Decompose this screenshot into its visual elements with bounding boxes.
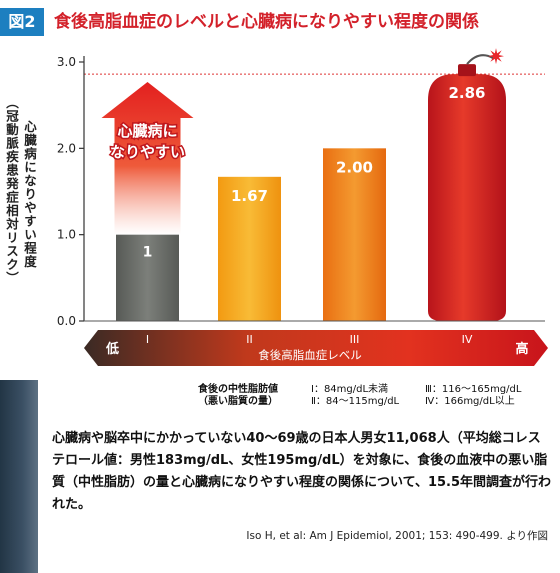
bar-value-label: 1 xyxy=(143,245,153,261)
figure-header: 図2 食後高脂血症のレベルと心臓病になりやすい程度の関係 xyxy=(0,0,560,44)
x-axis-label: 食後高脂血症レベル xyxy=(258,348,362,362)
citation: Iso H, et al: Am J Epidemiol, 2001; 153:… xyxy=(246,530,548,542)
x-low-label: 低 xyxy=(105,341,119,357)
arrow-label: なりやすい xyxy=(110,143,185,161)
x-tick-label: IV xyxy=(462,333,473,346)
legend-item-1: Ⅰ：84mg/dL未満 xyxy=(311,384,389,395)
bomb-spark xyxy=(488,48,504,65)
y-axis-sublabel: （冠動脈疾患発症相対リスク） xyxy=(4,96,19,285)
decorative-side-panel xyxy=(0,380,38,573)
bar-I xyxy=(116,234,179,321)
bomb-fuse xyxy=(466,54,494,65)
bomb-cap xyxy=(458,64,476,77)
risk-arrow xyxy=(101,82,194,235)
study-description: 心臓病や脳卒中にかかっていない40～69歳の日本人男女11,068人（平均総コレ… xyxy=(52,431,552,512)
x-tick-label: I xyxy=(146,333,149,346)
y-axis-label: 心臓病になりやすい程度 xyxy=(22,120,37,269)
legend-name-1: 食後の中性脂肪値 xyxy=(198,384,278,395)
figure-number-badge: 図2 xyxy=(0,8,44,36)
legend-item-3: Ⅲ：116～165mg/dL xyxy=(425,384,522,395)
bar-value-label: 1.67 xyxy=(231,187,268,205)
legend-name-2: （悪い脂質の量） xyxy=(198,396,278,407)
y-tick-label: 2.0 xyxy=(57,141,76,155)
x-axis-band xyxy=(84,330,548,366)
y-tick-label: 0.0 xyxy=(57,314,76,328)
legend-item-4: Ⅳ：166mg/dL以上 xyxy=(425,396,515,407)
y-tick-label: 3.0 xyxy=(57,55,76,69)
bar-III xyxy=(323,148,386,321)
x-tick-label: III xyxy=(350,333,360,346)
bar-II xyxy=(218,176,281,321)
y-tick-label: 1.0 xyxy=(57,228,76,242)
arrow-label: 心臓病に xyxy=(117,122,177,140)
x-tick-label: II xyxy=(246,333,253,346)
legend-item-2: Ⅱ：84～115mg/dL xyxy=(311,396,400,407)
bar-IV xyxy=(428,74,506,321)
figure-title: 食後高脂血症のレベルと心臓病になりやすい程度の関係 xyxy=(54,12,479,32)
bar-value-label: 2.86 xyxy=(448,84,485,102)
x-high-label: 高 xyxy=(515,341,528,357)
bar-value-label: 2.00 xyxy=(336,158,373,176)
